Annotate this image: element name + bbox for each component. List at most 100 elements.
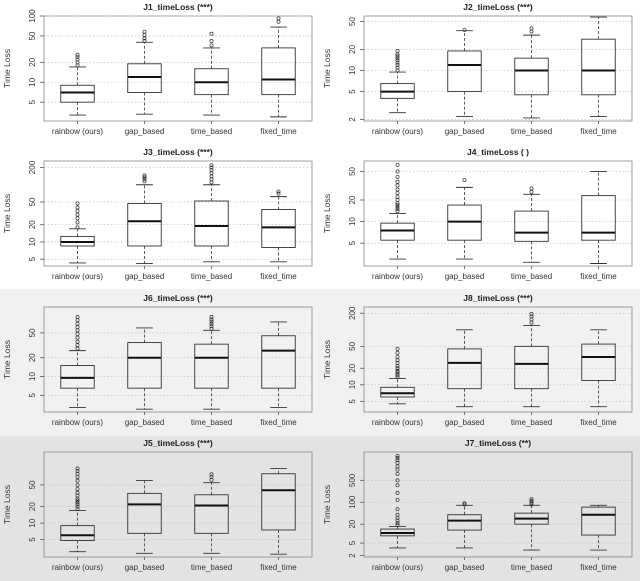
- outlier-point: [395, 350, 400, 355]
- y-tick-label: 5: [348, 399, 357, 404]
- chart-title: J7_timeLoss (**): [465, 438, 531, 448]
- plot-frame: [43, 306, 313, 413]
- box-gap-based: [447, 27, 482, 117]
- iqr-box: [514, 210, 549, 242]
- outlier-point: [395, 346, 400, 351]
- outlier-point: [75, 474, 80, 479]
- chart-svg: J3_timeLoss (***) Time Loss 5 10 20 50 200 rain…: [2, 147, 313, 281]
- outlier-point: [75, 493, 80, 498]
- x-tick-label: time_based: [511, 272, 552, 281]
- x-tick-label: fixed_time: [260, 418, 297, 427]
- box-fixed-time: [581, 171, 616, 264]
- plot-frame: [43, 451, 313, 558]
- iqr-box: [447, 50, 482, 93]
- chart-title: J5_timeLoss (***): [143, 438, 213, 448]
- iqr-box: [447, 514, 482, 531]
- chart-svg: J1_timeLoss (***) Time Loss 5 10 20 50 100 rain…: [2, 2, 313, 136]
- outlier-point: [75, 504, 80, 509]
- y-tick-label: 5: [28, 393, 37, 398]
- outlier-point: [395, 58, 400, 63]
- outlier-point: [395, 54, 400, 59]
- y-axis-label: Time Loss: [322, 485, 332, 524]
- iqr-box: [581, 343, 616, 381]
- outlier-point: [209, 324, 214, 329]
- outlier-point: [75, 328, 80, 333]
- plot-frame: [363, 451, 633, 558]
- plot-frame: [43, 15, 313, 122]
- outlier-point: [209, 39, 214, 43]
- outlier-point: [75, 318, 80, 323]
- x-tick-label: fixed_time: [260, 127, 297, 136]
- outlier-point: [75, 500, 80, 505]
- outlier-point: [75, 346, 80, 351]
- outlier-point: [395, 56, 400, 61]
- x-tick-label: time_based: [191, 563, 232, 572]
- outlier-point: [75, 325, 80, 330]
- outlier-point: [395, 471, 400, 476]
- y-tick-label: 50: [348, 166, 357, 175]
- outlier-point: [75, 487, 80, 492]
- y-axis-label: Time Loss: [2, 49, 12, 88]
- outlier-point: [142, 32, 147, 37]
- chart-title: J4_timeLoss ( ): [467, 147, 529, 157]
- outlier-point: [395, 204, 400, 209]
- outlier-point: [529, 26, 534, 31]
- box-fixed-time: [581, 504, 616, 551]
- outlier-point: [276, 19, 281, 24]
- iqr-box: [581, 38, 616, 96]
- outlier-point: [209, 317, 214, 322]
- chart-title: J3_timeLoss (***): [143, 147, 213, 157]
- x-tick-label: fixed_time: [580, 563, 617, 572]
- outlier-point: [75, 466, 80, 471]
- y-tick-label: 10: [28, 518, 37, 527]
- outlier-point: [529, 189, 534, 194]
- outlier-point: [75, 478, 80, 483]
- y-axis-label: Time Loss: [2, 485, 12, 524]
- plot-frame: [363, 15, 633, 122]
- iqr-box: [194, 494, 229, 534]
- y-tick-label: 50: [28, 328, 37, 337]
- outlier-point: [209, 315, 214, 319]
- box-rainbow-ours: [380, 49, 415, 114]
- y-tick-label: 50: [28, 480, 37, 489]
- y-tick-label: 5: [28, 256, 37, 261]
- x-tick-label: rainbow (ours): [372, 127, 423, 136]
- iqr-box: [60, 84, 95, 103]
- chart-j6-timeloss: J6_timeLoss (***) Time Loss 5 10 20 50 rainbow…: [0, 291, 320, 436]
- box-fixed-time: [581, 329, 616, 408]
- y-tick-label: 10: [348, 65, 357, 74]
- box-gap-based: [127, 327, 162, 410]
- outlier-point: [209, 472, 214, 477]
- outlier-point: [209, 163, 214, 168]
- outlier-point: [395, 458, 400, 463]
- outlier-point: [75, 315, 80, 319]
- outlier-point: [75, 507, 80, 512]
- iqr-box: [261, 47, 296, 96]
- outlier-point: [75, 52, 80, 57]
- outlier-point: [395, 370, 400, 375]
- outlier-point: [395, 368, 400, 373]
- x-tick-label: time_based: [511, 127, 552, 136]
- outlier-point: [395, 65, 400, 70]
- y-tick-label: 10: [28, 237, 37, 246]
- box-fixed-time: [581, 16, 616, 117]
- y-tick-label: 50: [28, 31, 37, 40]
- box-gap-based: [447, 329, 482, 408]
- box-gap-based: [127, 29, 162, 115]
- outlier-point: [75, 60, 80, 65]
- outlier-point: [529, 314, 534, 319]
- y-tick-label: 2: [348, 553, 357, 558]
- box-time-based: [514, 186, 549, 263]
- box-time-based: [514, 497, 549, 551]
- outlier-point: [75, 482, 80, 487]
- outlier-point: [529, 29, 534, 34]
- chart-svg: J4_timeLoss ( ) Time Loss 5 10 20 50 rainbow (…: [322, 147, 633, 281]
- box-rainbow-ours: [60, 201, 95, 264]
- outlier-point: [395, 512, 400, 517]
- outlier-point: [395, 209, 400, 214]
- x-tick-label: fixed_time: [260, 563, 297, 572]
- outlier-point: [75, 201, 80, 206]
- box-rainbow-ours: [380, 453, 415, 549]
- outlier-point: [395, 191, 400, 196]
- outlier-point: [529, 499, 534, 503]
